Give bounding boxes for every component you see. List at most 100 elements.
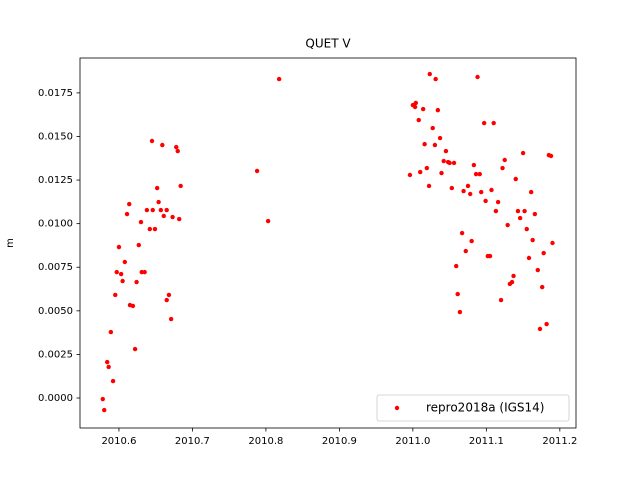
point [108, 329, 114, 335]
point [174, 144, 179, 150]
point [455, 291, 460, 297]
point [526, 255, 532, 261]
point [170, 214, 175, 220]
point [467, 191, 473, 197]
y-tick-label: 0.0100 [38, 219, 73, 230]
point [495, 199, 501, 205]
point [433, 76, 438, 82]
point [535, 267, 540, 273]
point [520, 150, 526, 156]
point [479, 189, 484, 195]
y-tick-label: 0.0000 [38, 393, 73, 404]
point [426, 183, 432, 189]
point [517, 215, 523, 221]
point [532, 211, 538, 217]
point [160, 142, 165, 148]
point [454, 263, 459, 269]
x-tick-label: 2011.2 [542, 436, 577, 447]
point [524, 226, 529, 232]
point [144, 207, 150, 213]
point [100, 396, 105, 402]
x-tick-label: 2010.9 [322, 436, 357, 447]
point [457, 309, 463, 315]
point [132, 346, 138, 352]
x-tick-label: 2010.6 [101, 436, 136, 447]
point [152, 226, 158, 232]
point [102, 407, 107, 413]
point [530, 237, 535, 243]
point [461, 188, 466, 194]
point [276, 76, 282, 82]
point [412, 104, 418, 110]
point [424, 165, 430, 171]
point [539, 284, 545, 290]
point [439, 170, 444, 176]
point [413, 100, 419, 106]
point [158, 207, 164, 213]
point [422, 141, 427, 147]
point [493, 208, 499, 214]
point [459, 230, 465, 236]
point [110, 378, 116, 384]
y-tick-label: 0.0025 [38, 349, 73, 360]
chart-title: QUET V [305, 37, 351, 51]
point [471, 162, 477, 168]
point [500, 165, 505, 171]
point [416, 117, 421, 123]
y-tick-label: 0.0175 [38, 88, 73, 99]
point [254, 168, 260, 174]
point [156, 199, 161, 205]
point [427, 71, 432, 77]
point [550, 240, 555, 246]
point [489, 187, 494, 193]
point [451, 160, 457, 166]
point [177, 216, 182, 222]
point [116, 244, 122, 250]
point [147, 226, 153, 232]
point [166, 292, 172, 298]
point [104, 359, 110, 365]
point [168, 316, 174, 322]
point [441, 158, 446, 164]
point [513, 176, 518, 182]
point [544, 321, 549, 327]
point [511, 273, 516, 279]
point [435, 107, 441, 113]
point [463, 248, 468, 254]
point [120, 278, 125, 284]
point [407, 172, 413, 178]
point [505, 222, 510, 228]
y-tick-label: 0.0150 [38, 131, 73, 142]
point [430, 125, 435, 131]
point [420, 106, 426, 112]
point [432, 142, 438, 148]
point [150, 207, 155, 213]
point [114, 269, 119, 275]
point [502, 157, 507, 163]
legend-label: repro2018a (IGS14) [426, 401, 544, 415]
x-tick-label: 2010.8 [248, 436, 283, 447]
point [122, 259, 128, 265]
point [164, 297, 169, 303]
point [178, 183, 183, 189]
point [475, 74, 480, 80]
x-tick-label: 2010.7 [175, 436, 210, 447]
x-tick-label: 2011.0 [395, 436, 430, 447]
point [149, 138, 155, 144]
point [127, 201, 132, 207]
point [142, 269, 147, 275]
point [130, 303, 136, 309]
point [483, 198, 488, 204]
point [106, 364, 111, 370]
point [487, 253, 493, 259]
point [477, 171, 482, 177]
point [498, 297, 504, 303]
point [161, 213, 166, 219]
point [548, 153, 554, 159]
y-tick-label: 0.0050 [38, 306, 73, 317]
y-tick-label: 0.0075 [38, 262, 73, 273]
point [138, 219, 144, 225]
point [136, 242, 141, 248]
